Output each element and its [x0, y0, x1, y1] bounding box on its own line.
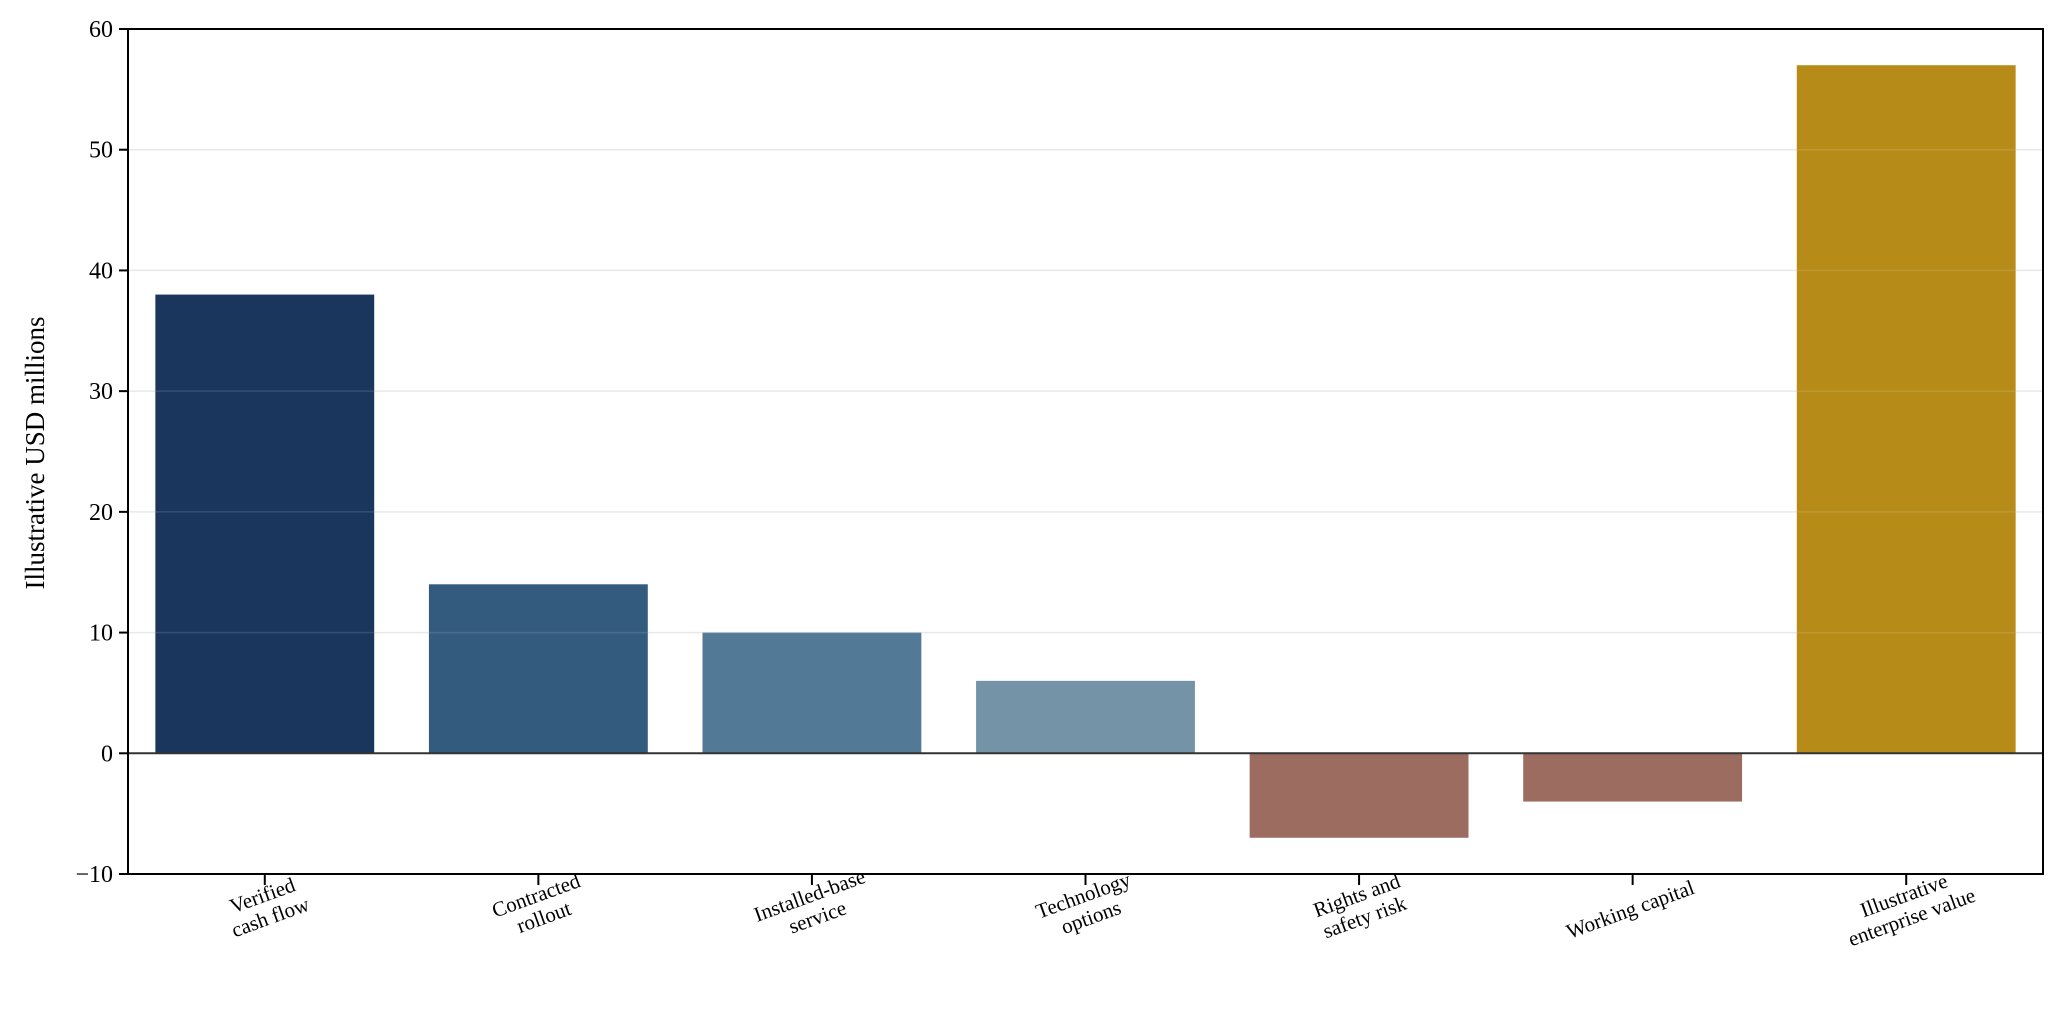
- y-tick-label: 60: [89, 17, 113, 43]
- x-tick-label: Verifiedcash flow: [220, 870, 313, 942]
- x-tick-label: Rights andsafety risk: [1310, 869, 1412, 944]
- bar-5: [1523, 753, 1743, 802]
- bar-3: [976, 680, 1195, 754]
- bars: [128, 65, 2043, 838]
- y-tick-label: 30: [89, 379, 113, 405]
- bar-0: [155, 294, 375, 754]
- x-tick-label-line: Working capital: [1563, 875, 1697, 944]
- x-tick-label: Working capital: [1563, 875, 1697, 944]
- y-tick-label: 10: [89, 621, 113, 647]
- bar-1: [428, 584, 648, 754]
- bar-6: [1796, 65, 2016, 754]
- x-tick-label: Technologyoptions: [1033, 867, 1142, 945]
- bar-2: [702, 632, 922, 754]
- y-tick-label: 50: [89, 138, 113, 164]
- x-tick-label: Installed-baseservice: [751, 864, 877, 948]
- y-axis-title: Illustrative USD millions: [20, 317, 50, 590]
- y-tick-label: 20: [89, 500, 113, 526]
- y-tick-label: 0: [101, 741, 113, 767]
- bar-4: [1249, 753, 1469, 838]
- y-axis: −10 0 10 20 30 40 50 60: [75, 17, 128, 888]
- y-tick-label: 40: [89, 258, 113, 284]
- y-tick-label: −10: [75, 862, 113, 888]
- x-tick-label: Contractedrollout: [489, 868, 592, 944]
- gridlines: [128, 148, 2043, 634]
